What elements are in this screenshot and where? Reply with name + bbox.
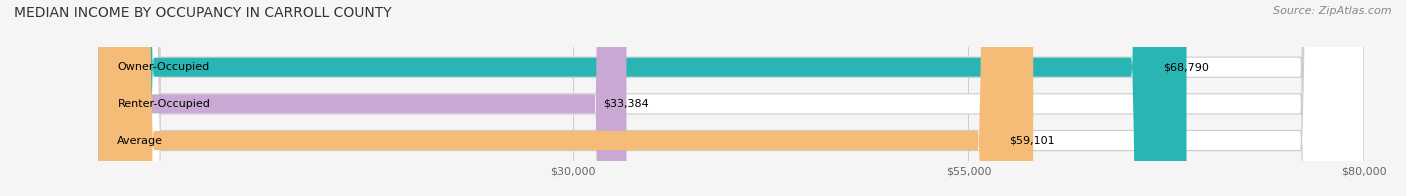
- Text: $68,790: $68,790: [1163, 62, 1209, 72]
- Text: Renter-Occupied: Renter-Occupied: [118, 99, 211, 109]
- FancyBboxPatch shape: [98, 0, 1364, 196]
- Text: Average: Average: [118, 136, 163, 146]
- FancyBboxPatch shape: [98, 0, 1364, 196]
- FancyBboxPatch shape: [98, 0, 1364, 196]
- Text: MEDIAN INCOME BY OCCUPANCY IN CARROLL COUNTY: MEDIAN INCOME BY OCCUPANCY IN CARROLL CO…: [14, 6, 392, 20]
- FancyBboxPatch shape: [98, 0, 1033, 196]
- Text: $59,101: $59,101: [1010, 136, 1054, 146]
- Text: Source: ZipAtlas.com: Source: ZipAtlas.com: [1274, 6, 1392, 16]
- FancyBboxPatch shape: [98, 0, 627, 196]
- Text: Owner-Occupied: Owner-Occupied: [118, 62, 209, 72]
- FancyBboxPatch shape: [98, 0, 1187, 196]
- Text: $33,384: $33,384: [603, 99, 648, 109]
